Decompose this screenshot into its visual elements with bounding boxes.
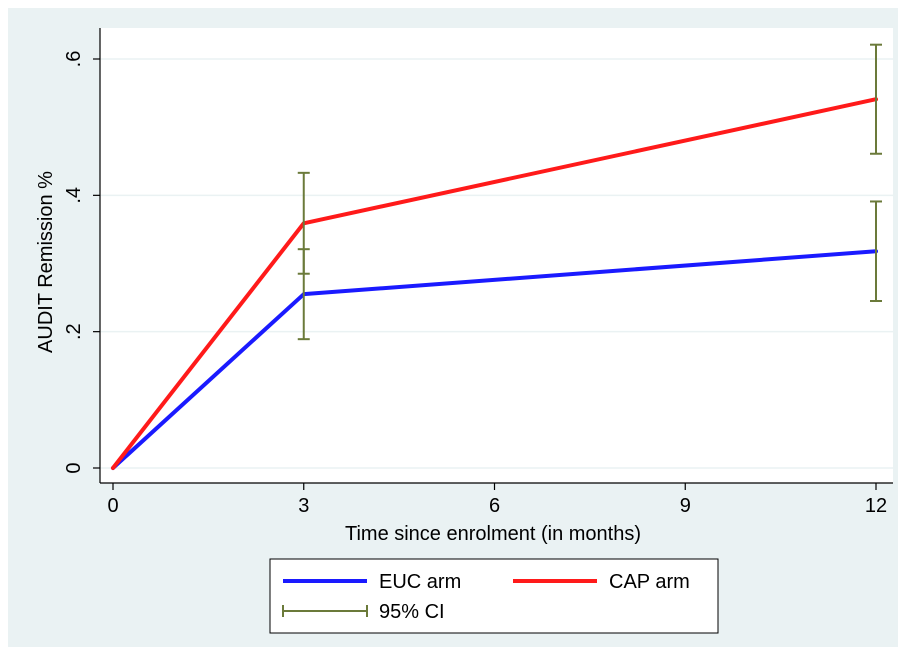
y-tick-label-1: .2 <box>63 323 85 340</box>
gridlines <box>100 58 893 469</box>
x-axis-label: Time since enrolment (in months) <box>345 523 641 545</box>
x-tick-label-1: 3 <box>298 495 309 517</box>
x-tick-label-3: 9 <box>680 495 691 517</box>
y-axis-label: AUDIT Remission % <box>35 171 57 353</box>
legend: EUC arm CAP arm 95% CI <box>269 558 719 634</box>
y-tick-label-3: .6 <box>63 51 85 68</box>
legend-swatch-ci <box>282 605 368 617</box>
legend-label-cap: CAP arm <box>609 571 690 593</box>
x-tick-label-0: 0 <box>107 495 118 517</box>
legend-label-euc: EUC arm <box>379 571 461 593</box>
confidence-intervals <box>297 43 882 341</box>
plot-region <box>100 28 893 483</box>
y-ticks: 0 .2 .4 .6 <box>63 51 100 474</box>
axes <box>99 28 893 484</box>
legend-label-ci: 95% CI <box>379 601 445 623</box>
x-ticks: 0 3 6 9 12 <box>107 483 887 517</box>
legend-box <box>269 558 719 634</box>
x-tick-label-4: 12 <box>865 495 887 517</box>
y-tick-label-0: 0 <box>63 462 85 473</box>
y-tick-label-2: .4 <box>63 187 85 204</box>
x-tick-label-2: 6 <box>489 495 500 517</box>
